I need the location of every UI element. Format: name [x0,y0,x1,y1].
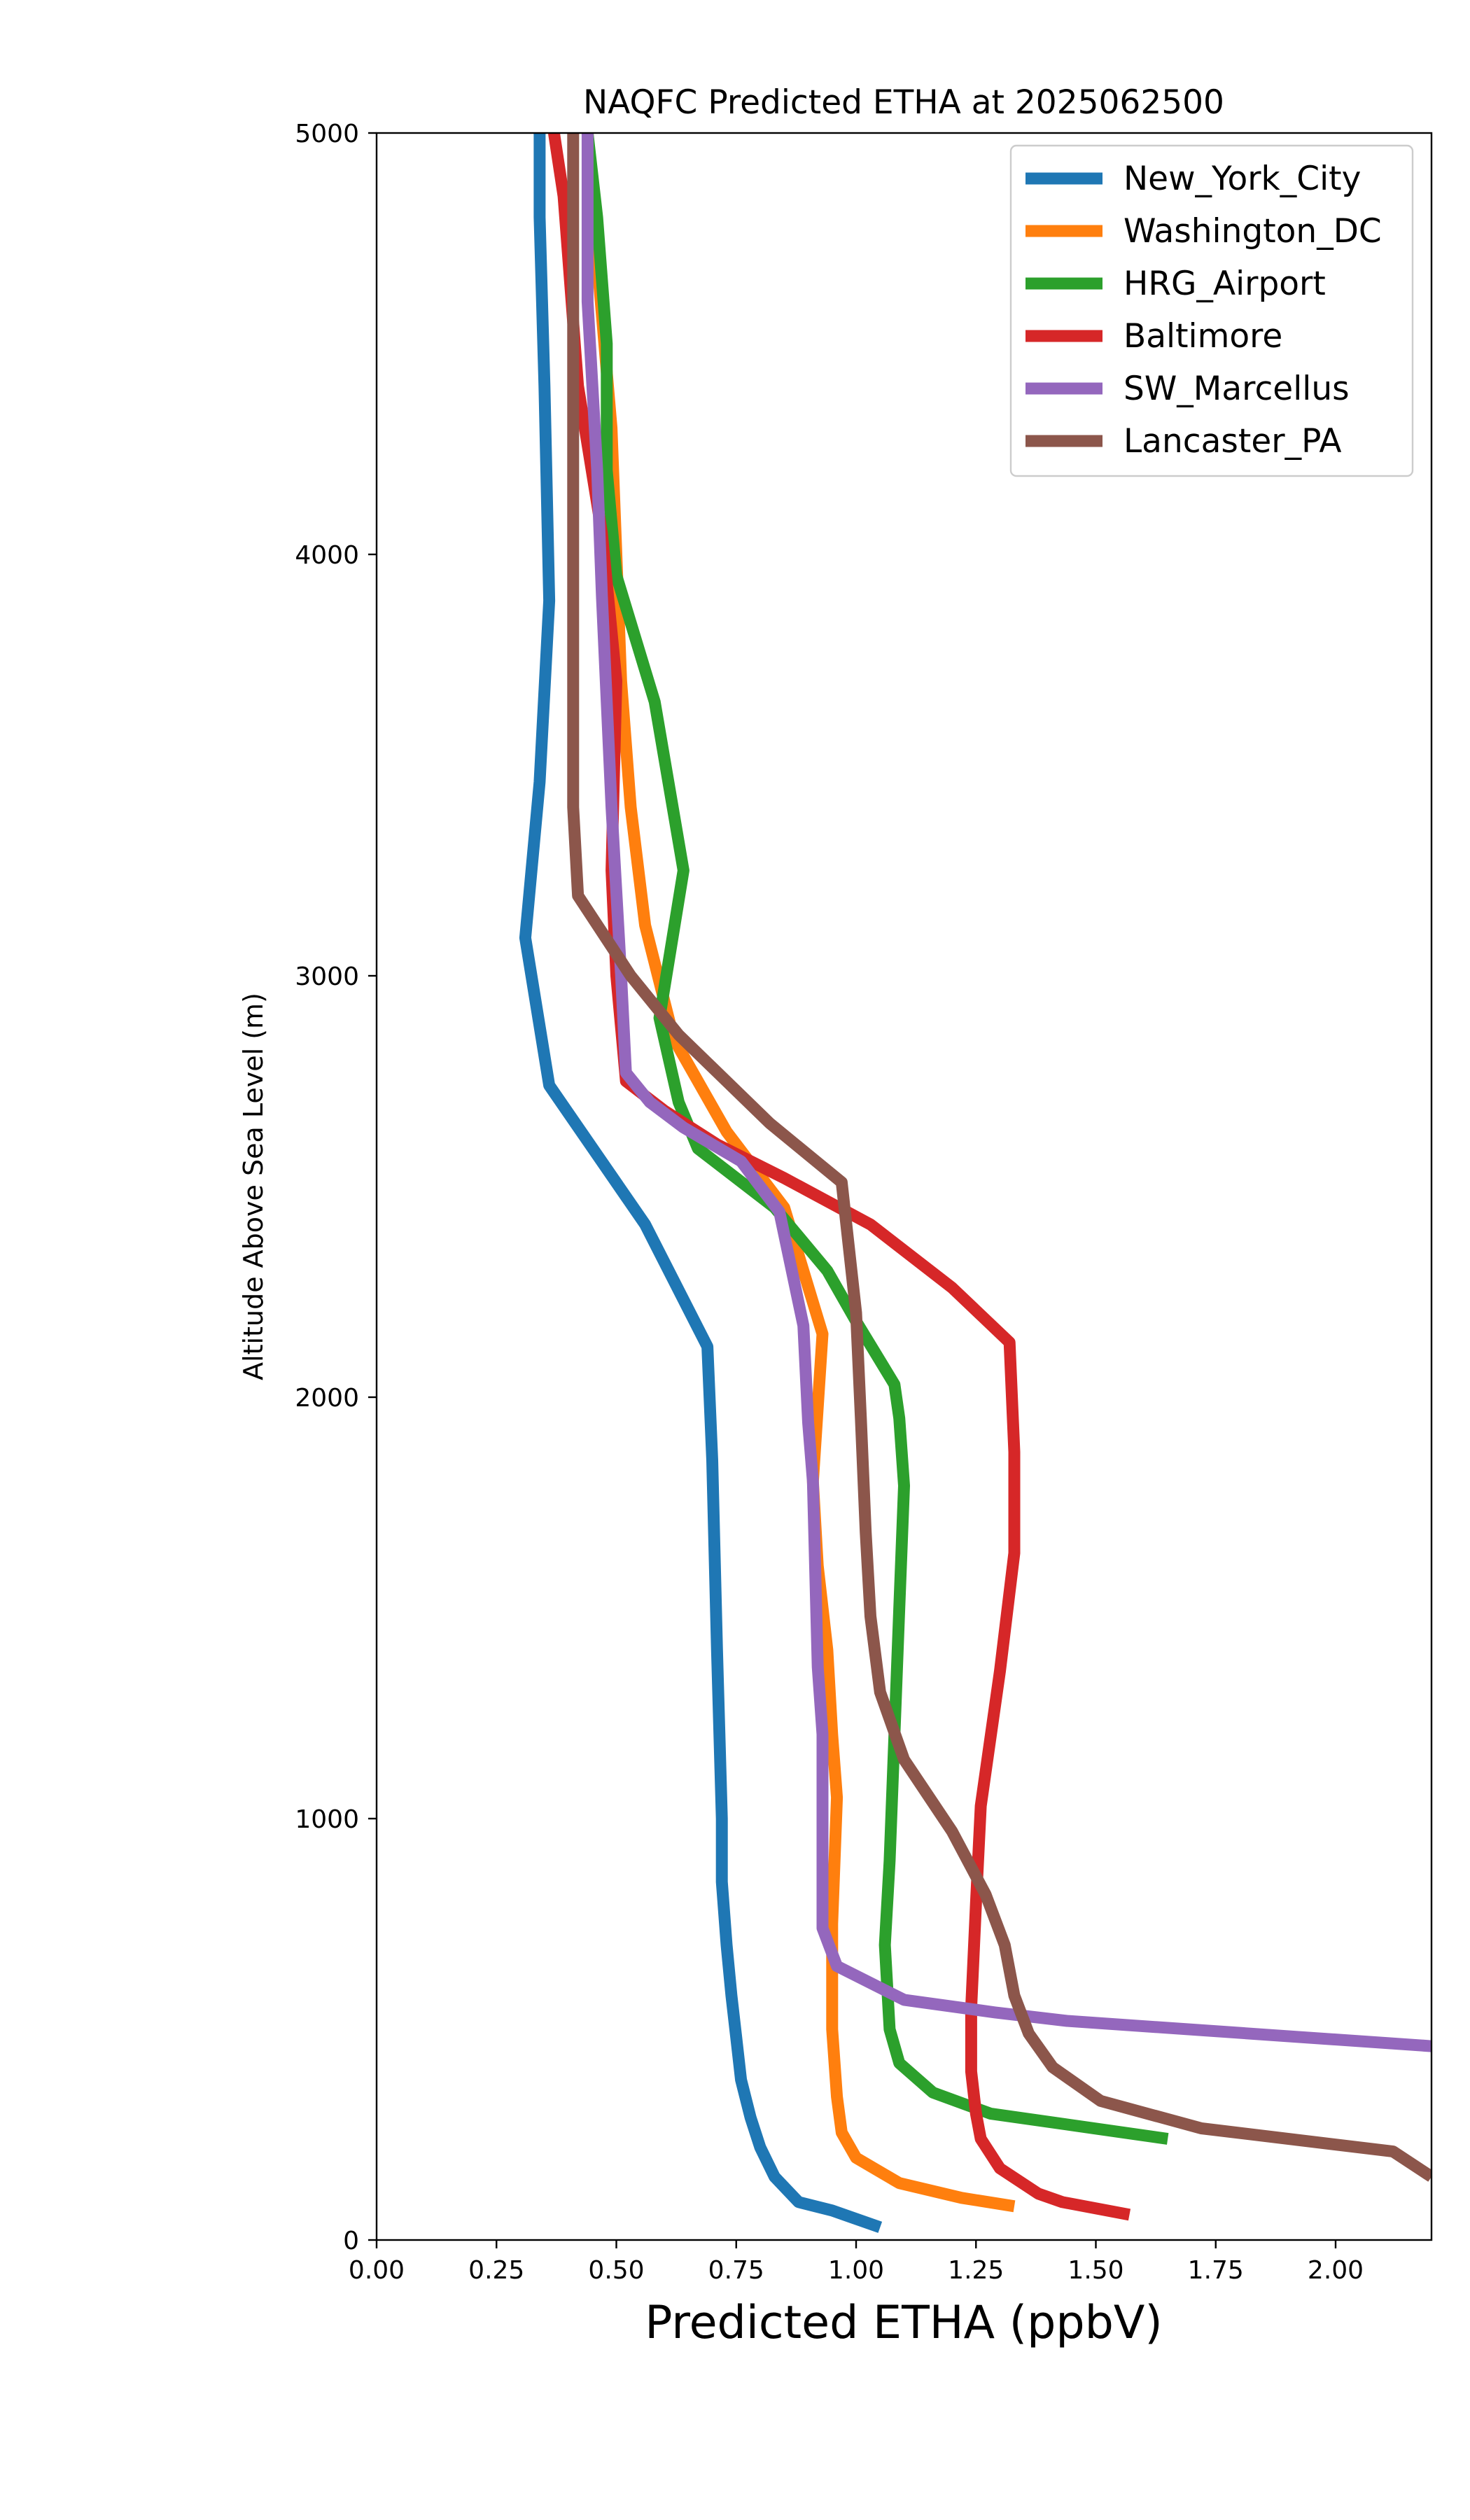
series-line-lancaster-pa [567,133,1432,2182]
legend-label-washington-dc: Washington_DC [1124,212,1382,251]
y-tick-label: 2000 [295,1384,359,1413]
legend: New_York_City Washington_DC HRG_Airport Bal… [1009,144,1414,477]
x-tick-label: 0.25 [468,2256,524,2285]
x-tick-label: 0.00 [349,2256,405,2285]
legend-label-hrg-airport: HRG_Airport [1124,265,1326,303]
y-tick-label: 3000 [295,962,359,991]
chart-title: NAQFC Predicted ETHA at 2025062500 [583,83,1224,122]
x-tick-label: 0.75 [708,2256,764,2285]
y-tick-label: 0 [343,2227,359,2255]
x-tick-label: 1.00 [828,2256,884,2285]
y-axis: 0 1000 2000 3000 4000 5000 [295,120,377,2255]
x-tick-label: 1.75 [1188,2256,1244,2285]
x-tick-label: 1.25 [948,2256,1004,2285]
y-tick-label: 1000 [295,1805,359,1834]
legend-label-sw-marcellus: SW_Marcellus [1124,370,1350,408]
series-line-sw-marcellus [581,133,1432,2052]
y-tick-label: 4000 [295,541,359,570]
legend-label-baltimore: Baltimore [1124,317,1282,356]
y-axis-label: Altitude Above Sea Level (m) [238,993,269,1380]
series-line-washington-dc [581,133,1016,2213]
series-layer [519,133,1432,2233]
x-axis-label: Predicted ETHA (ppbV) [645,2297,1163,2349]
series-line-baltimore [547,133,1131,2221]
x-tick-label: 0.50 [588,2256,644,2285]
series-line-new-york-city [519,133,883,2233]
legend-label-lancaster-pa: Lancaster_PA [1124,422,1342,461]
x-tick-label: 2.00 [1308,2256,1364,2285]
y-tick-label: 5000 [295,120,359,148]
legend-frame [1009,144,1414,477]
x-tick-label: 1.50 [1068,2256,1124,2285]
legend-label-new-york-city: New_York_City [1124,160,1361,198]
plot-frame [375,132,1433,2241]
x-axis: 0.00 0.25 0.50 0.75 1.00 1.25 1.50 1.75 2.00 [349,2240,1364,2285]
